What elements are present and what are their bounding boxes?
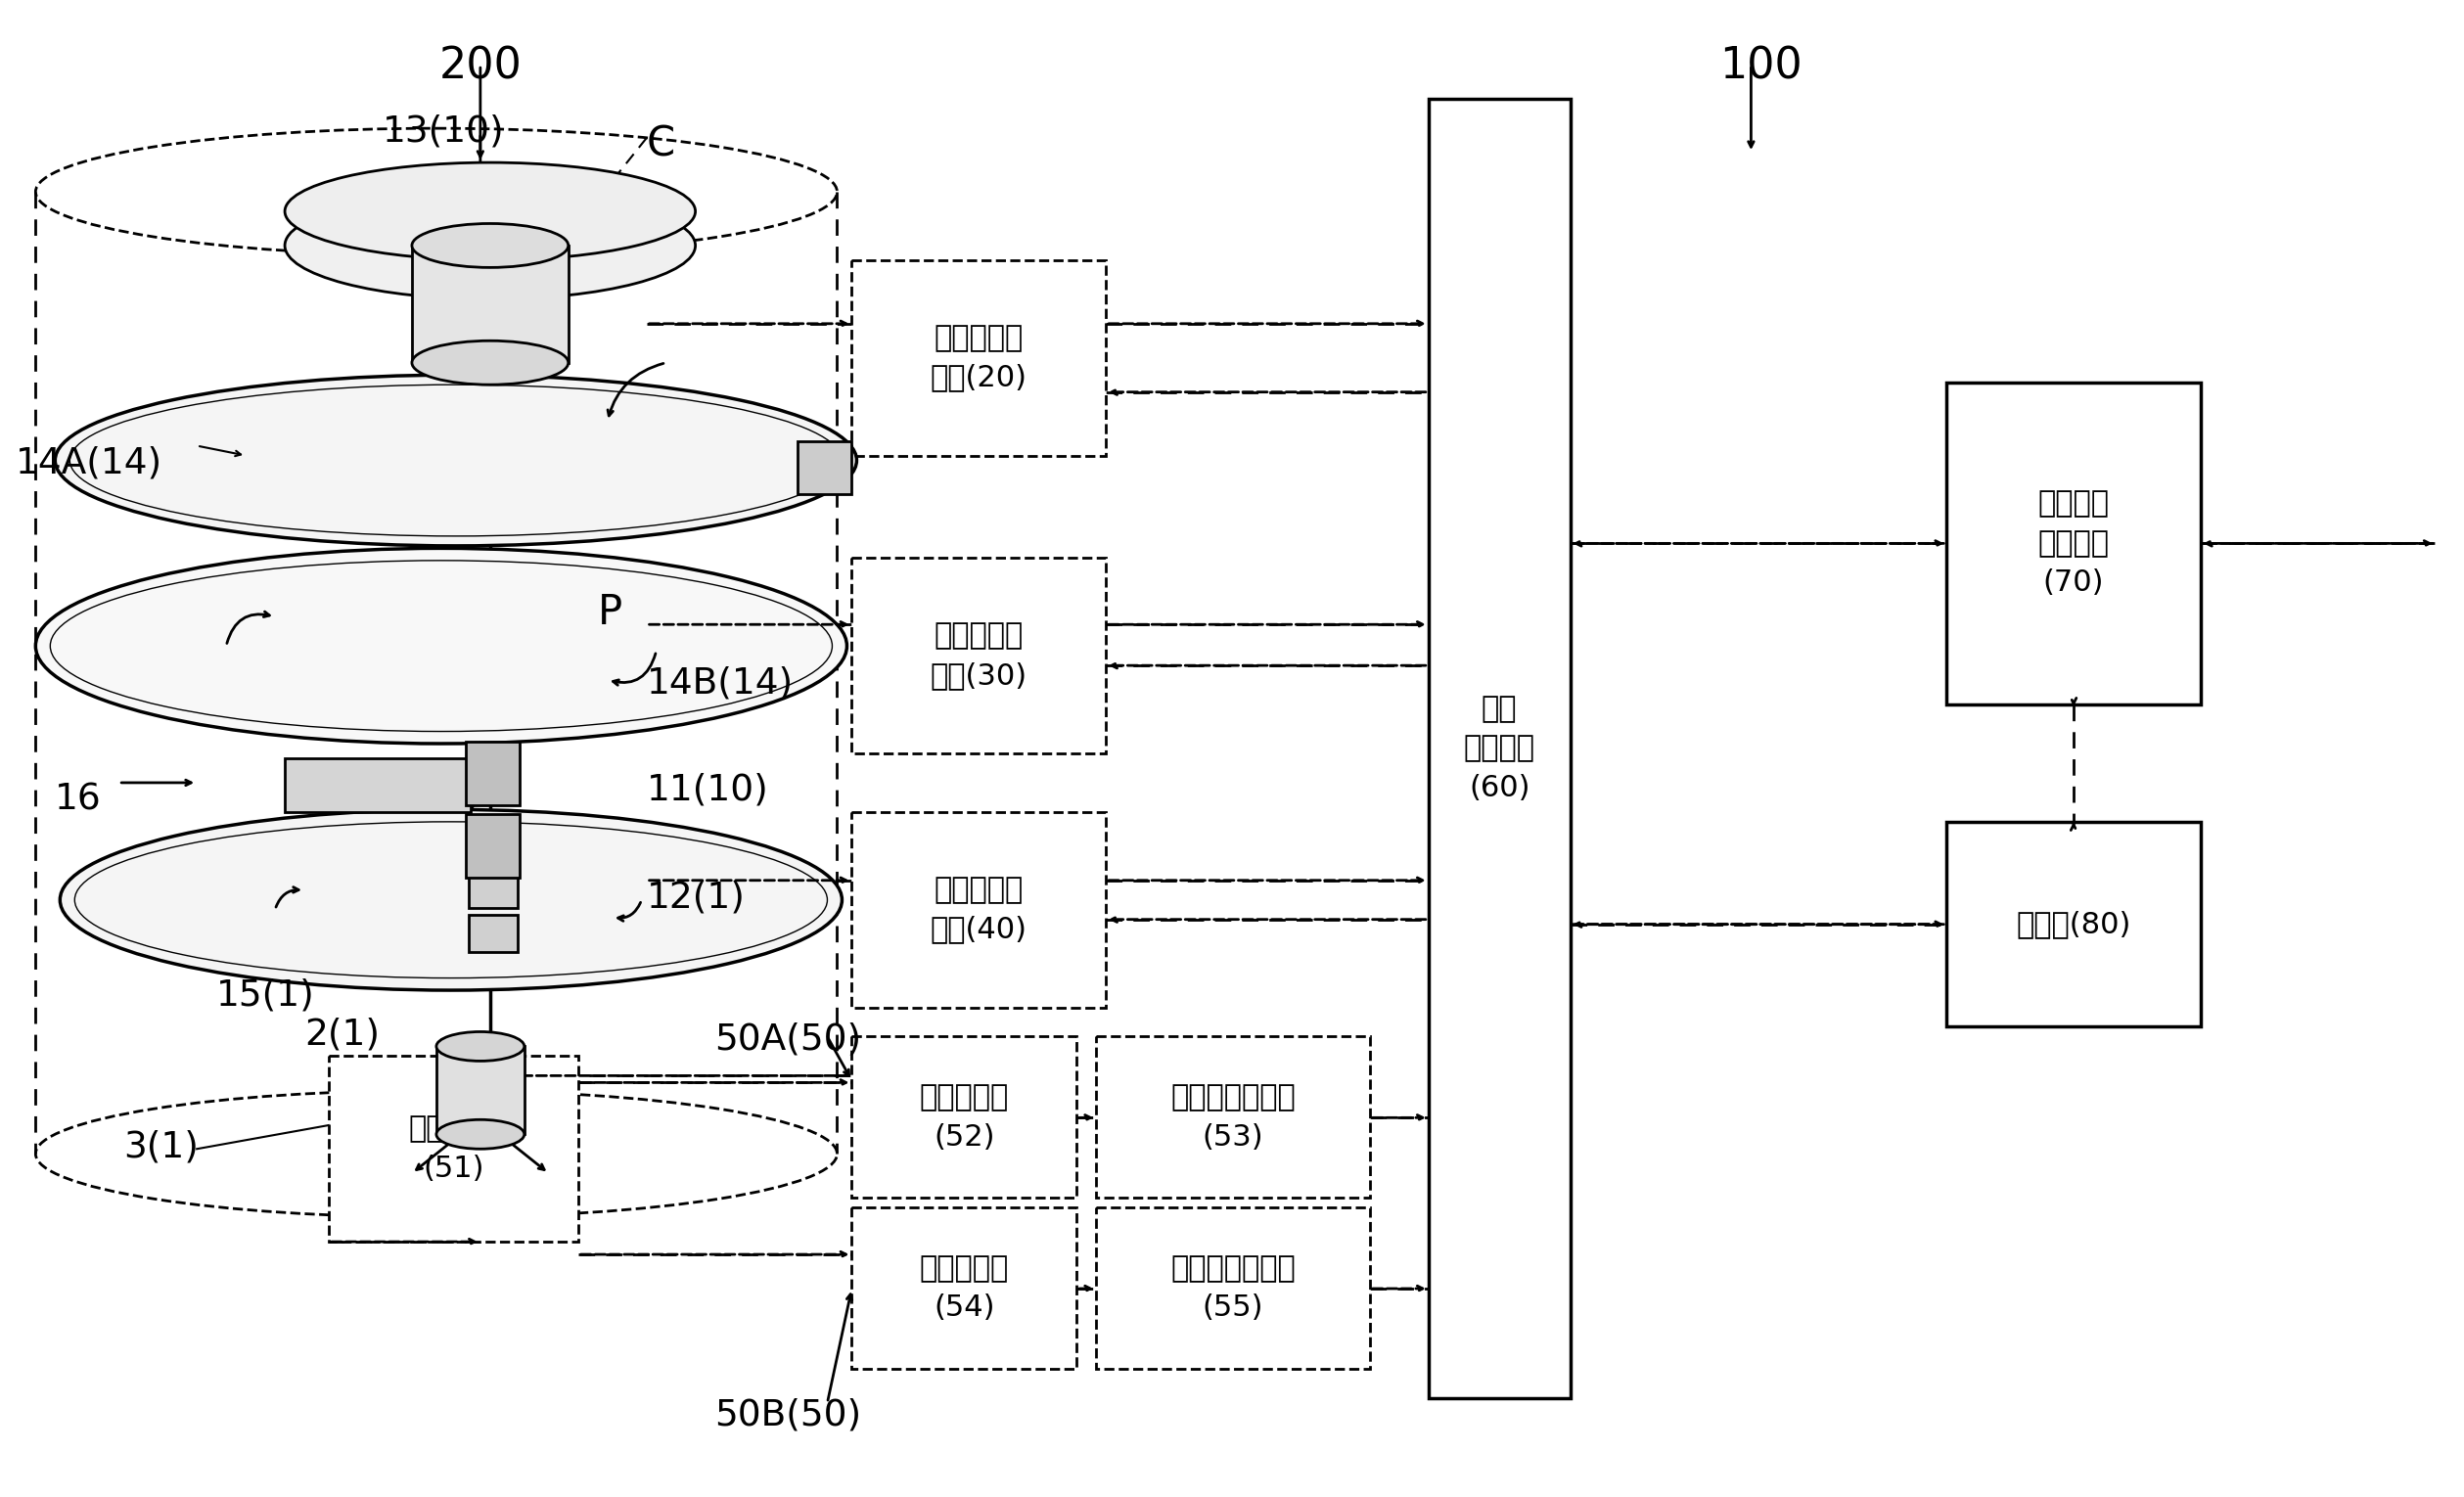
Text: 16: 16 bbox=[54, 783, 101, 817]
FancyBboxPatch shape bbox=[1947, 382, 2200, 705]
Text: 13(10): 13(10) bbox=[382, 114, 505, 148]
Text: 15(1): 15(1) bbox=[217, 978, 315, 1013]
FancyBboxPatch shape bbox=[328, 1057, 579, 1241]
Text: 前置放大器
(51): 前置放大器 (51) bbox=[409, 1115, 498, 1183]
Text: 100: 100 bbox=[1720, 45, 1801, 87]
FancyBboxPatch shape bbox=[411, 246, 569, 362]
Text: 系统
控制电路
(60): 系统 控制电路 (60) bbox=[1464, 695, 1535, 802]
Text: 14B(14): 14B(14) bbox=[646, 666, 793, 701]
Ellipse shape bbox=[436, 1031, 525, 1061]
Text: 第２放大器
(54): 第２放大器 (54) bbox=[919, 1254, 1008, 1322]
Text: 3(1): 3(1) bbox=[123, 1129, 200, 1165]
Text: 11(10): 11(10) bbox=[646, 772, 769, 808]
FancyBboxPatch shape bbox=[853, 1036, 1077, 1198]
Ellipse shape bbox=[411, 223, 569, 268]
FancyBboxPatch shape bbox=[286, 759, 471, 811]
Text: 14A(14): 14A(14) bbox=[17, 446, 163, 481]
Text: 50A(50): 50A(50) bbox=[715, 1022, 862, 1057]
Text: P: P bbox=[599, 593, 623, 633]
FancyBboxPatch shape bbox=[1947, 822, 2200, 1027]
Ellipse shape bbox=[436, 1120, 525, 1148]
FancyBboxPatch shape bbox=[1429, 99, 1570, 1398]
Text: 透光部驱动
电路(30): 透光部驱动 电路(30) bbox=[931, 621, 1027, 690]
Text: 受光部驱动
电路(40): 受光部驱动 电路(40) bbox=[931, 876, 1027, 943]
FancyBboxPatch shape bbox=[468, 915, 517, 952]
Ellipse shape bbox=[54, 374, 857, 546]
Text: 2(1): 2(1) bbox=[306, 1016, 379, 1052]
FancyBboxPatch shape bbox=[468, 871, 517, 907]
FancyBboxPatch shape bbox=[1096, 1208, 1370, 1368]
FancyBboxPatch shape bbox=[466, 814, 520, 877]
Text: 50B(50): 50B(50) bbox=[715, 1398, 862, 1433]
Text: 输入输出
控制电路
(70): 输入输出 控制电路 (70) bbox=[2038, 490, 2109, 597]
Text: 第１二値化电路
(53): 第１二値化电路 (53) bbox=[1170, 1084, 1296, 1151]
Text: 第１放大器
(52): 第１放大器 (52) bbox=[919, 1084, 1008, 1151]
FancyBboxPatch shape bbox=[436, 1046, 525, 1135]
FancyBboxPatch shape bbox=[853, 260, 1106, 455]
Text: C: C bbox=[646, 123, 675, 165]
Ellipse shape bbox=[411, 341, 569, 385]
FancyBboxPatch shape bbox=[798, 440, 853, 494]
FancyBboxPatch shape bbox=[853, 558, 1106, 753]
FancyBboxPatch shape bbox=[466, 741, 520, 805]
Ellipse shape bbox=[34, 548, 848, 744]
Ellipse shape bbox=[286, 163, 695, 260]
Ellipse shape bbox=[286, 192, 695, 299]
Text: 存储器(80): 存储器(80) bbox=[2016, 910, 2131, 939]
Text: 电动机驱动
电路(20): 电动机驱动 电路(20) bbox=[931, 323, 1027, 392]
Text: 第２二値化电路
(55): 第２二値化电路 (55) bbox=[1170, 1254, 1296, 1322]
Text: 200: 200 bbox=[439, 45, 522, 87]
FancyBboxPatch shape bbox=[853, 811, 1106, 1007]
Ellipse shape bbox=[59, 810, 843, 990]
FancyBboxPatch shape bbox=[1096, 1036, 1370, 1198]
FancyBboxPatch shape bbox=[853, 1208, 1077, 1368]
Text: 12(1): 12(1) bbox=[646, 880, 744, 916]
